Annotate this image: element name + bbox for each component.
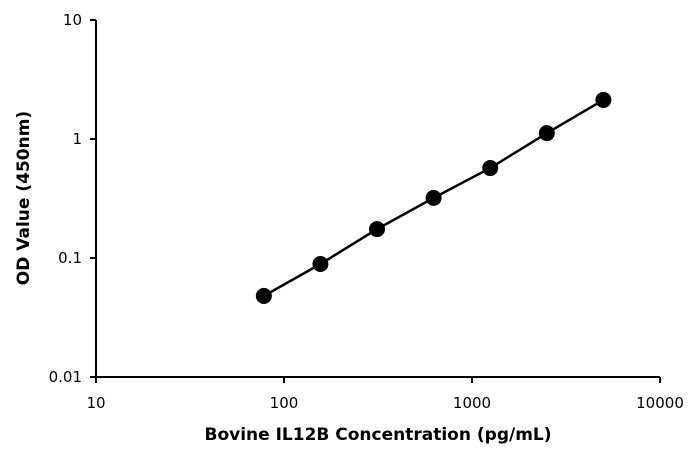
data-point <box>312 256 329 273</box>
y-tick-label: 1 <box>72 130 82 148</box>
x-tick-label: 10000 <box>636 394 684 412</box>
x-tick-label: 1000 <box>453 394 491 412</box>
data-point <box>482 160 499 177</box>
y-tick-label: 10 <box>63 11 82 29</box>
tick-labels: 10 100 1000 10000 0.01 0.1 1 10 <box>49 11 684 412</box>
y-axis-label: OD Value (450nm) <box>14 111 34 285</box>
data-point <box>255 287 272 304</box>
data-point <box>425 189 442 206</box>
data-point <box>538 125 555 142</box>
x-tick-label: 10 <box>86 394 105 412</box>
x-axis-label: Bovine IL12B Concentration (pg/mL) <box>204 425 551 445</box>
y-tick-label: 0.01 <box>49 368 82 386</box>
data-point <box>595 91 612 108</box>
series <box>255 91 612 304</box>
data-point <box>369 221 386 238</box>
axes <box>90 19 661 383</box>
x-tick-label: 100 <box>270 394 299 412</box>
y-tick-label: 0.1 <box>58 249 82 267</box>
